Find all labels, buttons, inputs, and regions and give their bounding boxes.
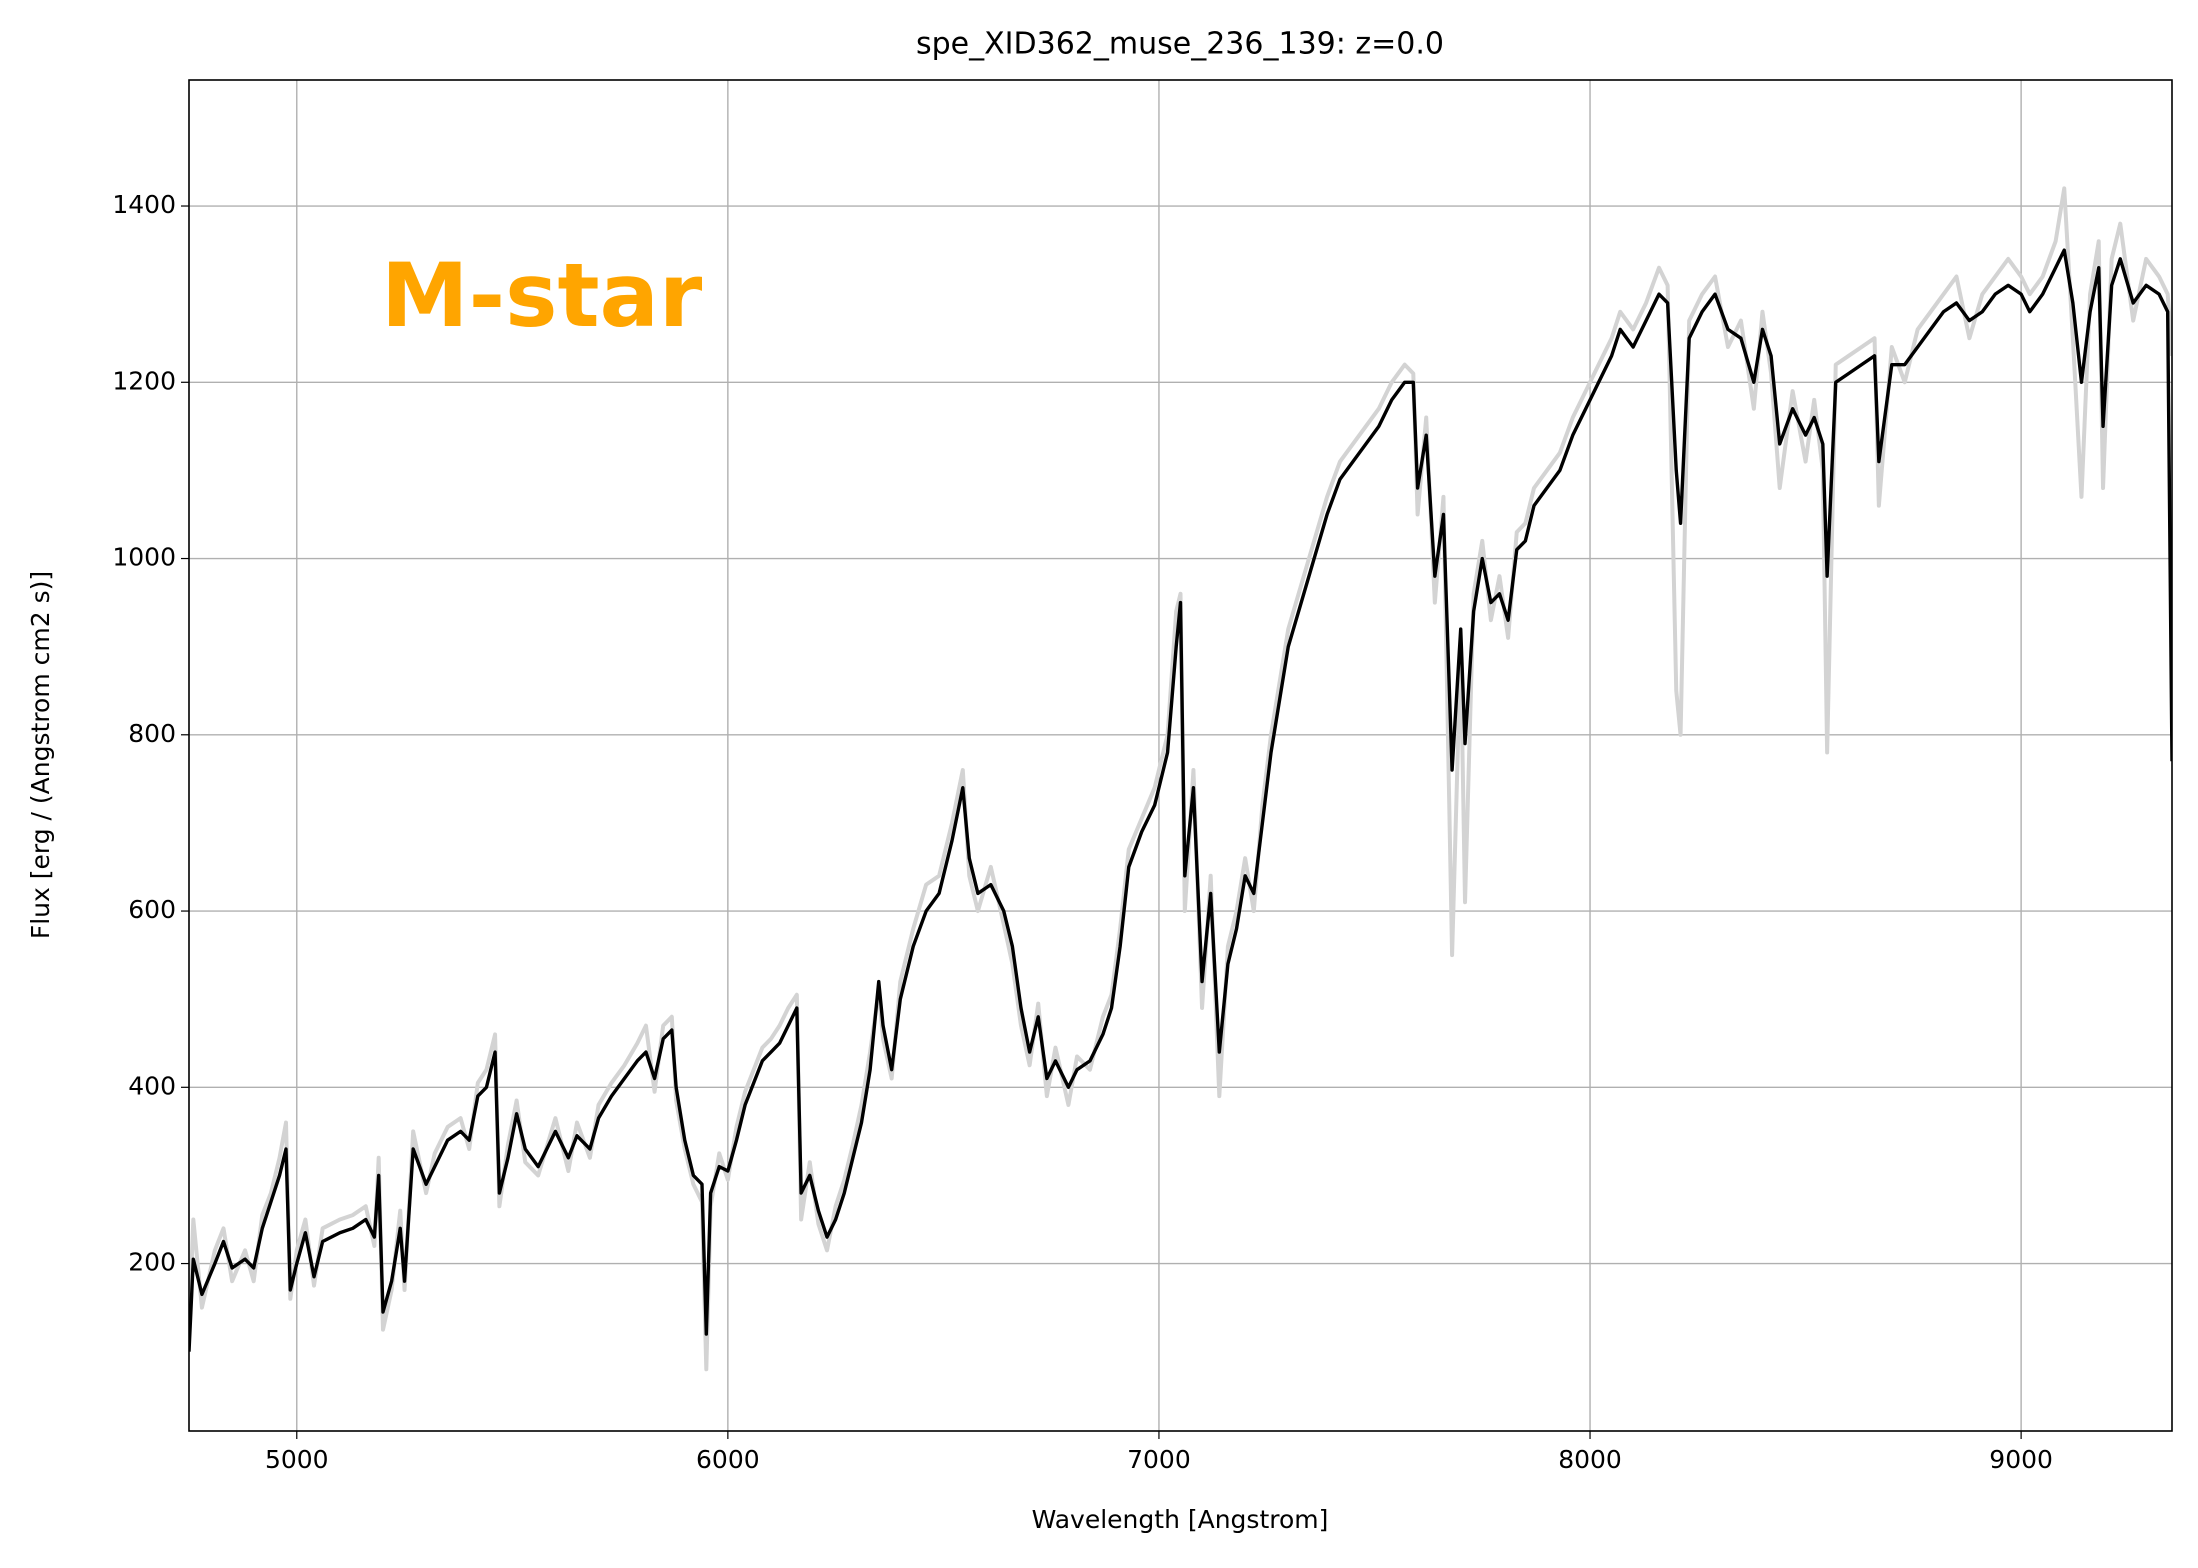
y-axis-label: Flux [erg / (Angstrom cm2 s)] xyxy=(26,571,55,939)
x-tick-label: 9000 xyxy=(1989,1445,2053,1474)
x-tick-label: 8000 xyxy=(1558,1445,1622,1474)
spectrum-line xyxy=(189,186,2172,1372)
chart-title: spe_XID362_muse_236_139: z=0.0 xyxy=(916,27,1444,62)
y-tick-label: 800 xyxy=(128,719,176,748)
x-tick-label: 5000 xyxy=(265,1445,329,1474)
plot-frame xyxy=(188,79,2173,1432)
y-tick-label: 1400 xyxy=(112,190,176,219)
annotation: M-star xyxy=(381,244,703,347)
y-tick-label: 400 xyxy=(128,1071,176,1100)
x-tick-label: 7000 xyxy=(1127,1445,1191,1474)
x-axis-label: Wavelength [Angstrom] xyxy=(1032,1505,1329,1534)
y-tick-label: 200 xyxy=(128,1248,176,1277)
x-tick-label: 6000 xyxy=(696,1445,760,1474)
y-tick-label: 1000 xyxy=(112,543,176,572)
spectrum-line xyxy=(189,248,2172,1352)
y-tick-label: 600 xyxy=(128,895,176,924)
plot-area xyxy=(189,186,2172,1372)
y-tick-label: 1200 xyxy=(112,366,176,395)
